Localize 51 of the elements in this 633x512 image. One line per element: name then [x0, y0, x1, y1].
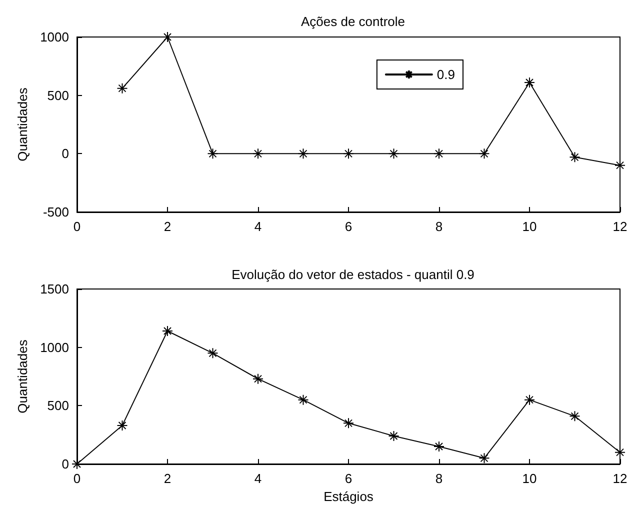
x-tick-label: 10: [522, 219, 537, 234]
point: [116, 420, 128, 431]
point: [116, 82, 128, 94]
x-tick-label: 4: [254, 471, 262, 486]
y-tick-label: 500: [47, 398, 69, 414]
x-tick-label: 8: [435, 219, 443, 234]
x-tick-label: 12: [612, 471, 628, 486]
x-tick-label: 0: [73, 219, 81, 234]
chart-title: Ações de controle: [300, 14, 406, 29]
y-axis-title: Quantidades: [15, 87, 30, 162]
x-tick-label: 6: [344, 219, 352, 234]
point: [478, 148, 490, 160]
point: [388, 430, 400, 442]
y-tick-label: 1000: [40, 30, 69, 44]
point: [72, 458, 82, 470]
point: [207, 148, 218, 160]
chart-title: Evolução do vetor de estados - quantil 0.9: [232, 267, 474, 282]
x-axis-title: Estágios: [324, 488, 374, 504]
point: [434, 148, 444, 160]
y-tick-label: 0: [62, 456, 69, 472]
y-tick-label: 1000: [40, 340, 69, 355]
point: [388, 148, 400, 160]
y-tick-label: -500: [42, 204, 69, 220]
point: [252, 148, 264, 160]
point: [343, 148, 354, 160]
point: [569, 410, 580, 422]
x-tick-label: 12: [612, 219, 628, 234]
point: [434, 441, 444, 452]
point: [207, 348, 218, 359]
y-axis-title: Quantidades: [15, 339, 30, 414]
point: [524, 394, 535, 406]
point: [298, 394, 309, 406]
x-tick-label: 10: [522, 471, 537, 486]
x-tick-label: 4: [254, 219, 262, 234]
y-tick-label: 0: [62, 146, 69, 162]
point: [478, 452, 490, 464]
x-tick-label: 8: [435, 471, 443, 486]
legend-label: 0.9: [436, 67, 456, 82]
x-tick-label: 6: [344, 471, 352, 486]
point: [162, 32, 173, 42]
x-tick-label: 2: [164, 219, 172, 234]
point: [343, 418, 354, 429]
point: [524, 77, 535, 88]
y-tick-label: 500: [47, 88, 69, 103]
point: [298, 148, 309, 160]
point: [162, 326, 173, 336]
point: [569, 152, 580, 163]
x-tick-label: 2: [164, 471, 172, 486]
point: [252, 373, 264, 384]
y-tick-label: 1500: [40, 282, 69, 296]
x-tick-label: 0: [73, 471, 81, 486]
